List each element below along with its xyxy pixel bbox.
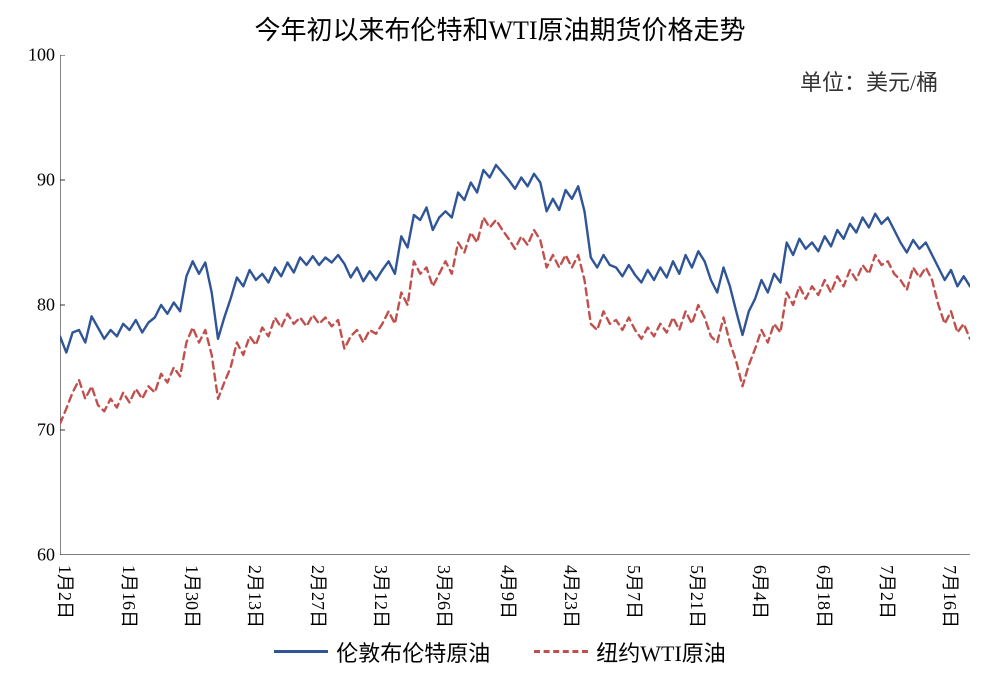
- y-tick-label: 60: [15, 545, 55, 566]
- oil-price-chart: 今年初以来布伦特和WTI原油期货价格走势 单位：美元/桶 60 70 80 90 100…: [0, 0, 1000, 689]
- x-tick-label: 1月16日: [117, 565, 143, 628]
- x-tick-label: 4月23日: [559, 565, 585, 628]
- legend-swatch: [534, 650, 588, 653]
- x-tick-label: 7月2日: [875, 565, 901, 619]
- x-tick-label: 5月21日: [685, 565, 711, 628]
- x-tick-label: 6月18日: [812, 565, 838, 628]
- x-tick-label: 1月2日: [53, 565, 79, 619]
- y-tick-label: 70: [15, 420, 55, 441]
- legend-label: 纽约WTI原油: [596, 636, 726, 668]
- legend-label: 伦敦布伦特原油: [336, 636, 490, 668]
- x-tick-label: 6月4日: [748, 565, 774, 619]
- y-tick-label: 90: [15, 170, 55, 191]
- x-tick-label: 7月16日: [938, 565, 964, 628]
- x-tick-label: 3月12日: [369, 565, 395, 628]
- series-line: [60, 218, 970, 424]
- x-tick-label: 5月7日: [622, 565, 648, 619]
- legend: 伦敦布伦特原油 纽约WTI原油: [0, 633, 1000, 668]
- unit-label: 单位：美元/桶: [800, 65, 938, 97]
- x-tick-label: 4月9日: [496, 565, 522, 619]
- legend-item: 伦敦布伦特原油: [274, 636, 490, 668]
- x-tick-label: 3月26日: [432, 565, 458, 628]
- chart-title: 今年初以来布伦特和WTI原油期货价格走势: [0, 10, 1000, 47]
- plot-svg: [60, 55, 970, 555]
- x-tick-label: 2月27日: [306, 565, 332, 628]
- y-tick-label: 100: [15, 45, 55, 66]
- series-line: [60, 165, 970, 353]
- legend-swatch: [274, 650, 328, 653]
- x-tick-label: 1月30日: [180, 565, 206, 628]
- legend-item: 纽约WTI原油: [534, 636, 726, 668]
- x-tick-label: 2月13日: [243, 565, 269, 628]
- y-tick-label: 80: [15, 295, 55, 316]
- plot-area: [60, 55, 970, 555]
